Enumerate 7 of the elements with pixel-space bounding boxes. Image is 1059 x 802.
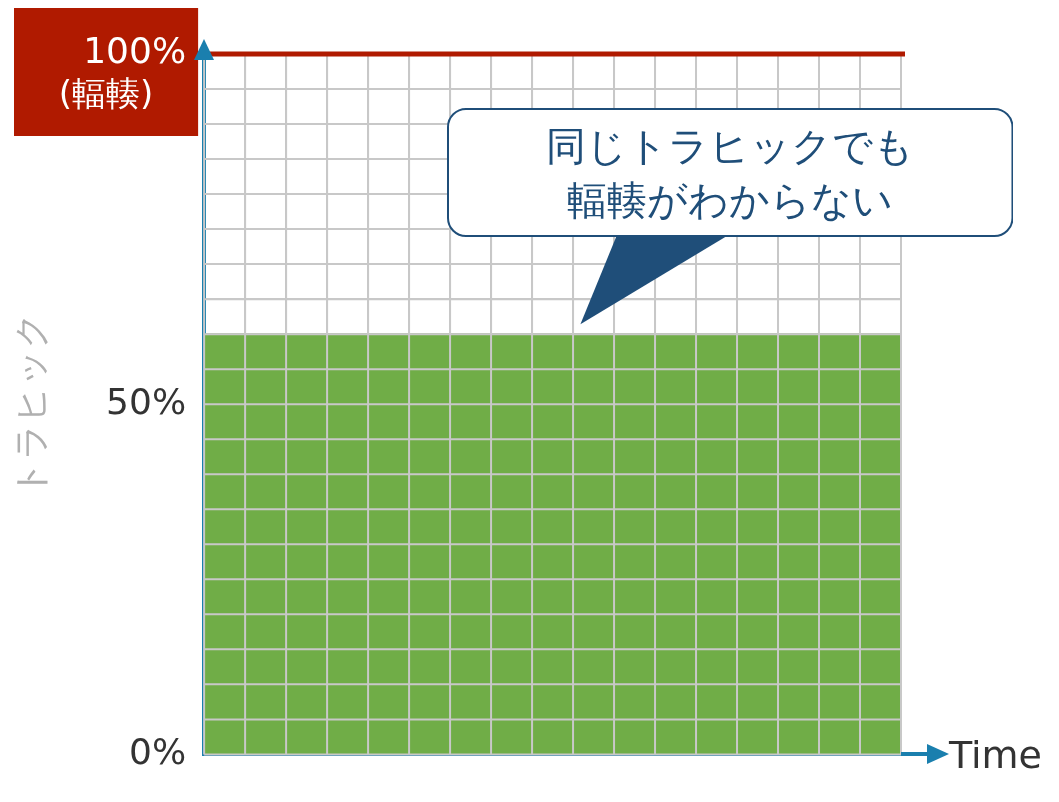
y-tick-label: 100% <box>83 30 187 72</box>
annotation: 同じトラヒックでも輻輳がわからない <box>545 121 915 225</box>
y-axis-title: トラヒック <box>9 311 51 497</box>
x-axis-title: Time <box>948 733 1042 778</box>
ref-line-label: (輻輳) <box>58 72 154 113</box>
y-tick-label: 50% <box>106 380 187 422</box>
y-tick-label: 0% <box>128 730 187 772</box>
